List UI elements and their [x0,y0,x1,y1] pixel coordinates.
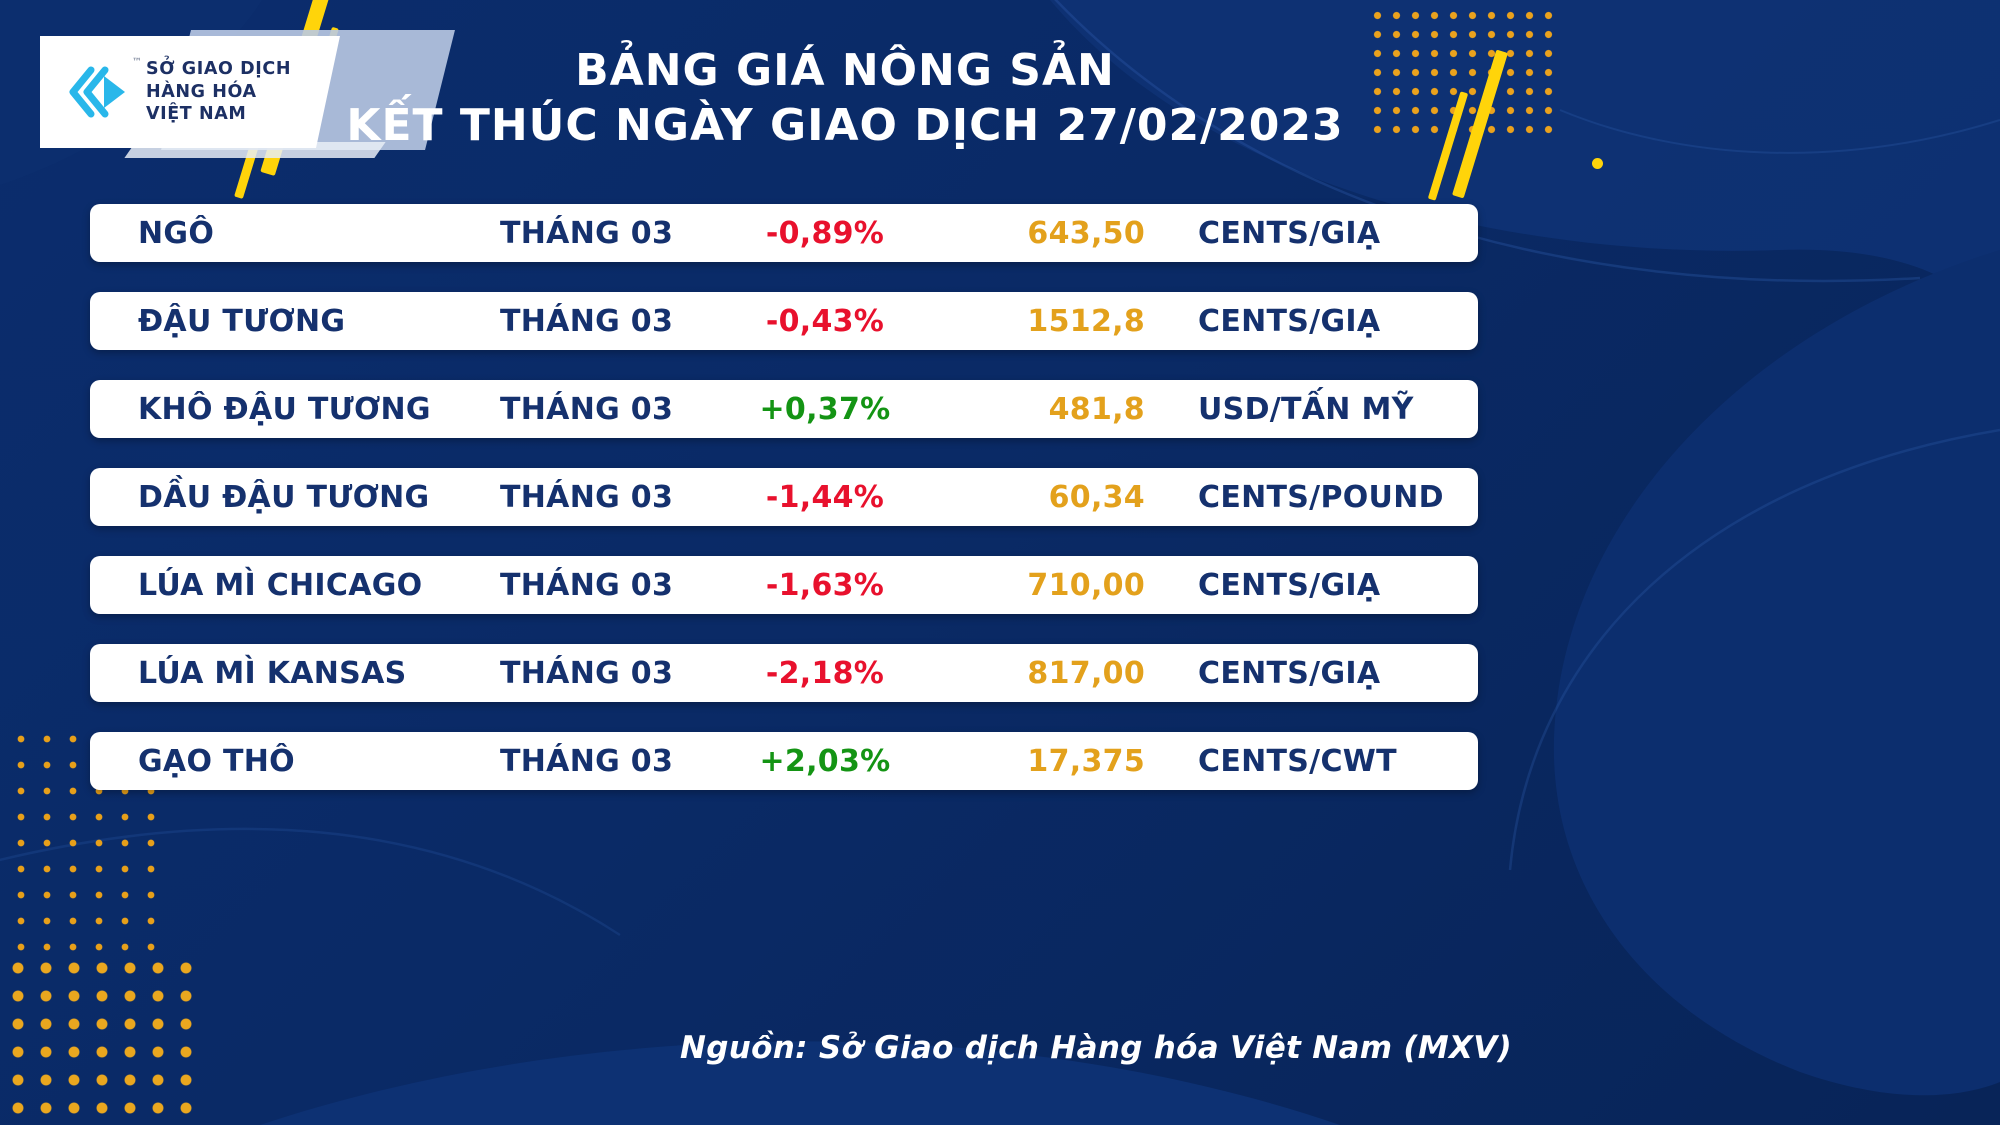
contract-month: THÁNG 03 [500,391,674,427]
price-value: 817,00 [1027,655,1145,691]
table-row: LÚA MÌ CHICAGO THÁNG 03 -1,63% 710,00 CE… [90,556,1478,614]
table-row: KHÔ ĐẬU TƯƠNG THÁNG 03 +0,37% 481,8 USD/… [90,380,1478,438]
price-unit: CENTS/GIẠ [1198,655,1381,691]
table-row: NGÔ THÁNG 03 -0,89% 643,50 CENTS/GIẠ [90,204,1478,262]
commodity-name: KHÔ ĐẬU TƯƠNG [138,391,431,427]
logo-text-line-3: VIỆT NAM [146,104,247,125]
source-credit: Nguồn: Sở Giao dịch Hàng hóa Việt Nam (M… [680,1030,1512,1066]
title-line-2: KẾT THÚC NGÀY GIAO DỊCH 27/02/2023 [346,99,1344,151]
commodity-name: GẠO THÔ [138,743,295,779]
price-unit: CENTS/GIẠ [1198,567,1381,603]
commodity-name: DẦU ĐẬU TƯƠNG [138,479,430,515]
table-row: DẦU ĐẬU TƯƠNG THÁNG 03 -1,44% 60,34 CENT… [90,468,1478,526]
commodity-name: ĐẬU TƯƠNG [138,303,346,339]
logo-text-line-1: SỞ GIAO DỊCH [146,59,292,80]
table-row: LÚA MÌ KANSAS THÁNG 03 -2,18% 817,00 CEN… [90,644,1478,702]
table-row: ĐẬU TƯƠNG THÁNG 03 -0,43% 1512,8 CENTS/G… [90,292,1478,350]
trademark-symbol: ™ [132,57,142,68]
price-value: 710,00 [1027,567,1145,603]
commodity-name: NGÔ [138,215,215,251]
price-value: 17,375 [1027,743,1145,779]
dot-grid-bottom-left-large-decoration [4,954,208,1125]
price-unit: CENTS/GIẠ [1198,303,1381,339]
price-value: 60,34 [1048,479,1145,515]
mxv-logo-text: SỞ GIAO DỊCH HÀNG HÓA VIỆT NAM [146,58,291,125]
price-unit: CENTS/POUND [1198,479,1444,515]
page-title: BẢNG GIÁ NÔNG SẢN KẾT THÚC NGÀY GIAO DỊC… [330,44,1360,153]
price-value: 1512,8 [1027,303,1145,339]
change-percent: +0,37% [759,391,891,427]
dot-grid-top-right-decoration [1368,6,1560,134]
commodity-name: LÚA MÌ CHICAGO [138,567,423,603]
mxv-logo: ™ SỞ GIAO DỊCH HÀNG HÓA VIỆT NAM [40,36,340,148]
change-percent: -0,89% [765,215,885,251]
change-percent: +2,03% [759,743,891,779]
change-percent: -2,18% [765,655,885,691]
commodity-name: LÚA MÌ KANSAS [138,655,407,691]
mxv-logo-icon: ™ [66,57,142,121]
price-unit: USD/TẤN MỸ [1198,391,1414,427]
contract-month: THÁNG 03 [500,567,674,603]
contract-month: THÁNG 03 [500,743,674,779]
table-row: GẠO THÔ THÁNG 03 +2,03% 17,375 CENTS/CWT [90,732,1478,790]
contract-month: THÁNG 03 [500,215,674,251]
change-percent: -0,43% [765,303,885,339]
change-percent: -1,63% [765,567,885,603]
price-table: NGÔ THÁNG 03 -0,89% 643,50 CENTS/GIẠ ĐẬU… [90,204,1478,820]
price-unit: CENTS/GIẠ [1198,215,1381,251]
yellow-dot-decoration [1592,158,1603,169]
contract-month: THÁNG 03 [500,655,674,691]
change-percent: -1,44% [765,479,885,515]
title-line-1: BẢNG GIÁ NÔNG SẢN [575,45,1115,96]
logo-text-line-2: HÀNG HÓA [146,81,257,102]
price-value: 481,8 [1048,391,1145,427]
price-value: 643,50 [1027,215,1145,251]
price-unit: CENTS/CWT [1198,743,1397,779]
contract-month: THÁNG 03 [500,479,674,515]
contract-month: THÁNG 03 [500,303,674,339]
